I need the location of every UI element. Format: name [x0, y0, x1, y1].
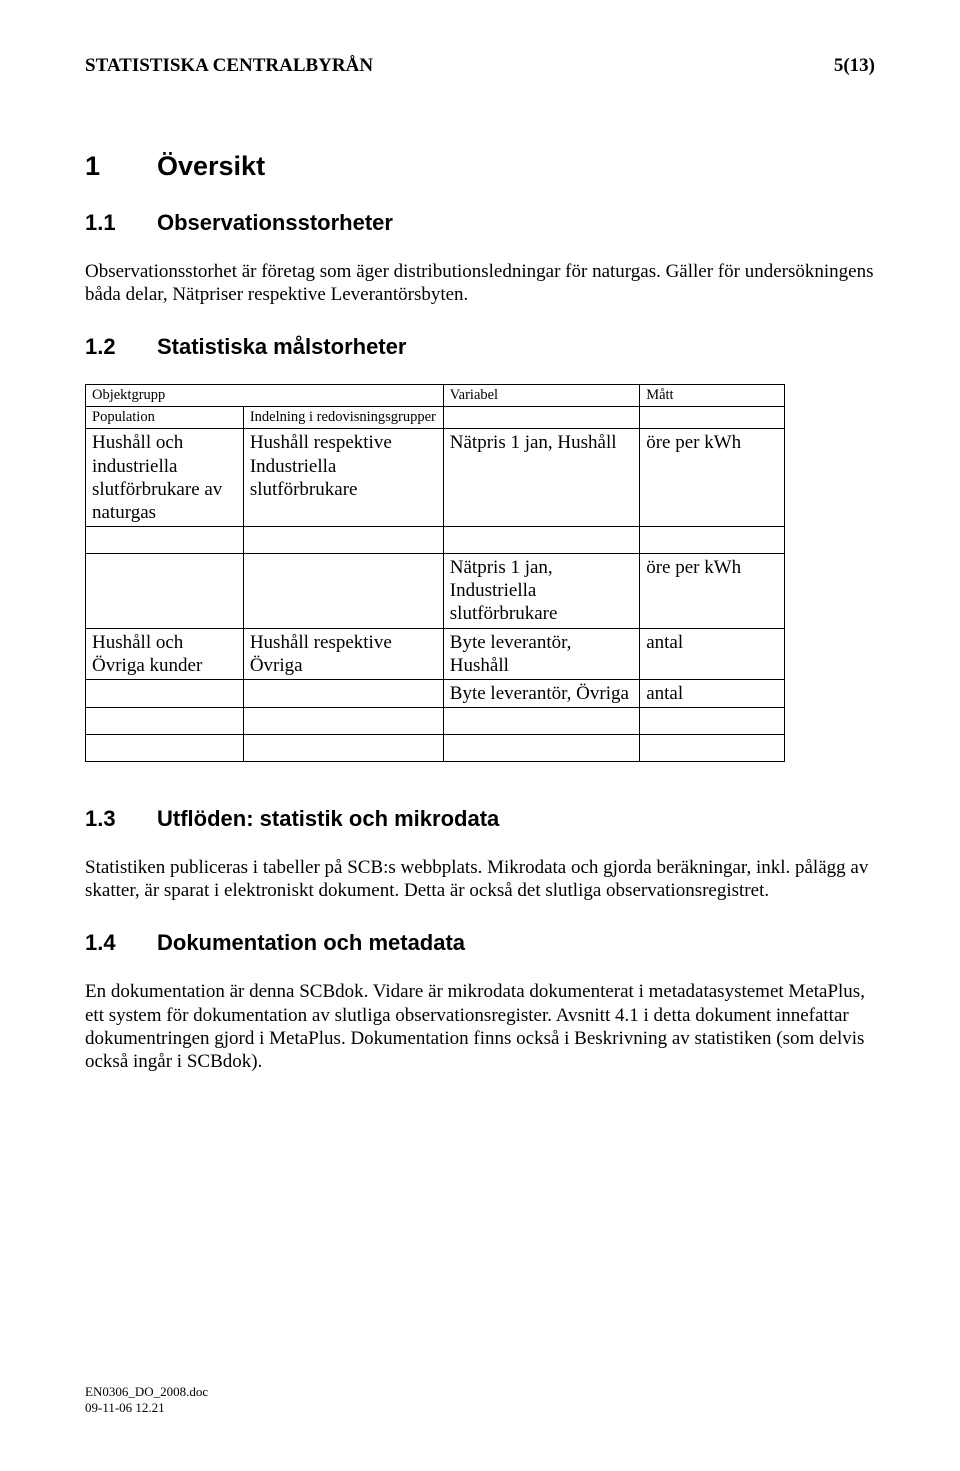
empty-cell — [443, 527, 639, 554]
table-head-row: Objektgrupp Variabel Mått — [86, 385, 785, 407]
table-subhead-indelning: Indelning i redovisningsgrupper — [243, 407, 443, 429]
cell-variabel-1: Nätpris 1 jan, Hushåll — [443, 429, 639, 527]
empty-cell — [243, 735, 443, 762]
empty-cell — [640, 735, 785, 762]
paragraph-1-1: Observationsstorhet är företag som äger … — [85, 260, 875, 306]
cell-indelning-2 — [243, 554, 443, 629]
heading-1-1: 1.1 Observationsstorheter — [85, 210, 875, 236]
table-row: Byte leverantör, Övriga antal — [86, 679, 785, 707]
empty-cell — [86, 708, 244, 735]
heading-1-number: 1 — [85, 151, 157, 182]
cell-matt-2: öre per kWh — [640, 554, 785, 629]
heading-1-1-title: Observationsstorheter — [157, 210, 393, 236]
heading-1-1-number: 1.1 — [85, 210, 157, 236]
heading-1-3: 1.3 Utflöden: statistik och mikrodata — [85, 806, 875, 832]
empty-cell — [640, 527, 785, 554]
table-row: Hushåll och industriella slutförbrukare … — [86, 429, 785, 527]
footer-filename: EN0306_DO_2008.doc — [85, 1384, 208, 1400]
heading-1-title: Översikt — [157, 151, 265, 182]
empty-cell — [86, 735, 244, 762]
table-subhead-population: Population — [86, 407, 244, 429]
page-header: STATISTISKA CENTRALBYRÅN 5(13) — [85, 55, 875, 77]
cell-variabel-3: Byte leverantör, Hushåll — [443, 628, 639, 679]
cell-population-2 — [86, 554, 244, 629]
cell-matt-4: antal — [640, 679, 785, 707]
table-head-variabel: Variabel — [443, 385, 639, 407]
cell-indelning-3: Hushåll respektive Övriga — [243, 628, 443, 679]
table-row-empty — [86, 527, 785, 554]
heading-1-4-number: 1.4 — [85, 930, 157, 956]
table-head-objektgrupp: Objektgrupp — [86, 385, 444, 407]
footer-datetime: 09-11-06 12.21 — [85, 1400, 208, 1416]
cell-matt-1: öre per kWh — [640, 429, 785, 527]
cell-indelning-1: Hushåll respektive Industriella slutförb… — [243, 429, 443, 527]
org-name: STATISTISKA CENTRALBYRÅN — [85, 55, 373, 77]
heading-1-2: 1.2 Statistiska målstorheter — [85, 334, 875, 360]
empty-cell — [243, 708, 443, 735]
table-row-empty — [86, 708, 785, 735]
page-number: 5(13) — [834, 55, 875, 77]
heading-1-3-title: Utflöden: statistik och mikrodata — [157, 806, 499, 832]
cell-variabel-2: Nätpris 1 jan, Industriella slutförbruka… — [443, 554, 639, 629]
table-row: Hushåll och Övriga kunder Hushåll respek… — [86, 628, 785, 679]
table-subhead-empty-2 — [640, 407, 785, 429]
heading-1-3-number: 1.3 — [85, 806, 157, 832]
cell-indelning-4 — [243, 679, 443, 707]
cell-population-3: Hushåll och Övriga kunder — [86, 628, 244, 679]
table-head-matt: Mått — [640, 385, 785, 407]
empty-cell — [86, 527, 244, 554]
table-subhead-empty-1 — [443, 407, 639, 429]
empty-cell — [443, 708, 639, 735]
heading-1-2-title: Statistiska målstorheter — [157, 334, 406, 360]
table-row: Nätpris 1 jan, Industriella slutförbruka… — [86, 554, 785, 629]
cell-population-1: Hushåll och industriella slutförbrukare … — [86, 429, 244, 527]
heading-1-2-number: 1.2 — [85, 334, 157, 360]
empty-cell — [640, 708, 785, 735]
heading-1-4: 1.4 Dokumentation och metadata — [85, 930, 875, 956]
statistics-table: Objektgrupp Variabel Mått Population Ind… — [85, 384, 785, 762]
cell-matt-3: antal — [640, 628, 785, 679]
table-row-empty — [86, 735, 785, 762]
heading-1: 1 Översikt — [85, 151, 875, 182]
cell-population-4 — [86, 679, 244, 707]
paragraph-1-3: Statistiken publiceras i tabeller på SCB… — [85, 856, 875, 902]
cell-variabel-4: Byte leverantör, Övriga — [443, 679, 639, 707]
paragraph-1-4: En dokumentation är denna SCBdok. Vidare… — [85, 980, 875, 1073]
empty-cell — [243, 527, 443, 554]
page-footer: EN0306_DO_2008.doc 09-11-06 12.21 — [85, 1384, 208, 1417]
empty-cell — [443, 735, 639, 762]
heading-1-4-title: Dokumentation och metadata — [157, 930, 465, 956]
table-subhead-row: Population Indelning i redovisningsgrupp… — [86, 407, 785, 429]
